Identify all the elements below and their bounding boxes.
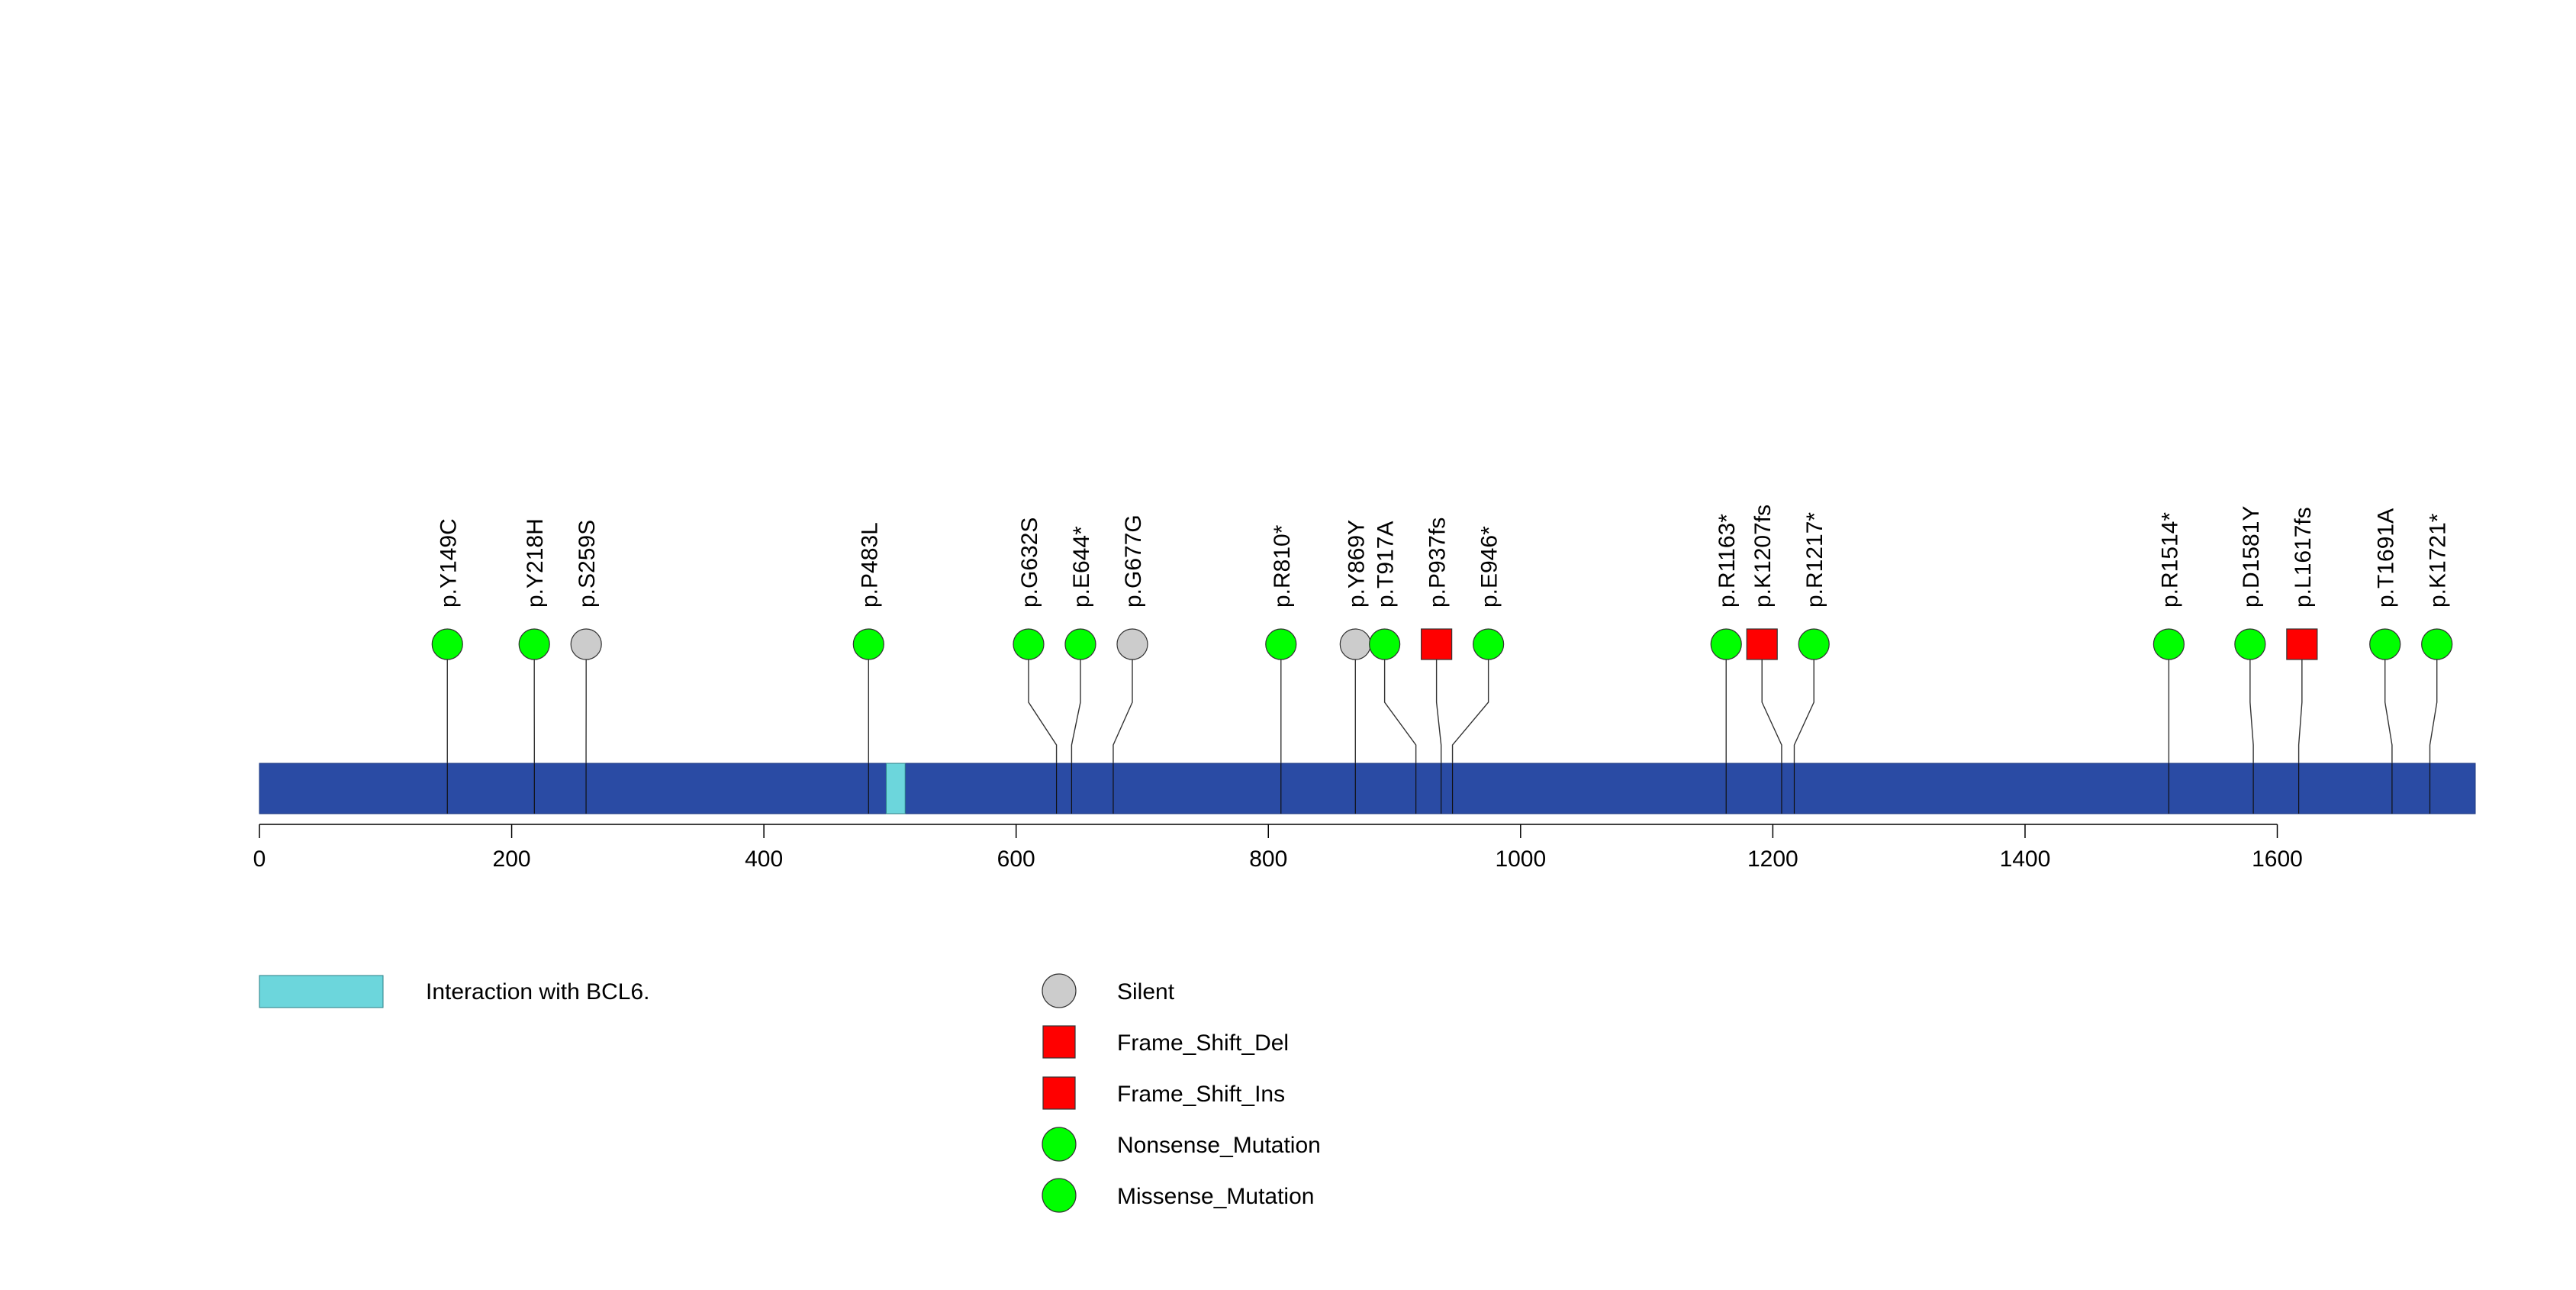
label-p-t1691a: p.T1691A	[2374, 508, 2399, 608]
marker-p-y218h[interactable]	[518, 628, 550, 660]
marker-p-s259s[interactable]	[570, 628, 602, 660]
x-tick-label-1000: 1000	[1495, 847, 1546, 872]
label-p-r810: p.R810*	[1270, 524, 1295, 608]
legend-frame-shift-ins-label: Frame_Shift_Ins	[1117, 1082, 1285, 1107]
label-p-r1217: p.R1217*	[1802, 512, 1827, 608]
label-p-g632s: p.G632S	[1017, 518, 1042, 608]
legend-silent-swatch	[1042, 973, 1077, 1008]
label-p-y149c: p.Y149C	[436, 518, 461, 608]
protein-backbone-group	[259, 763, 2476, 814]
label-p-r1514: p.R1514*	[2157, 512, 2182, 608]
legend-frame-shift-ins-swatch	[1042, 1076, 1076, 1110]
label-p-d1581y: p.D1581Y	[2239, 506, 2264, 608]
marker-p-r1217[interactable]	[1798, 628, 1830, 660]
marker-p-r810[interactable]	[1265, 628, 1297, 660]
marker-p-k1721[interactable]	[2421, 628, 2453, 660]
x-tick-label-1200: 1200	[1747, 847, 1798, 872]
marker-p-e946[interactable]	[1473, 628, 1505, 660]
legend-nonsense-mutation-label: Nonsense_Mutation	[1117, 1133, 1321, 1158]
legend-missense-mutation-label: Missense_Mutation	[1117, 1184, 1314, 1209]
x-tick-label-1400: 1400	[2000, 847, 2051, 872]
mutation-labels: p.Y149C p.Y218H p.S259S p.P483L p.G632S p.E64…	[436, 505, 2450, 608]
label-p-k1207fs: p.K1207fs	[1750, 505, 1776, 608]
label-p-r1163: p.R1163*	[1715, 514, 1740, 608]
x-tick-label-600: 600	[997, 847, 1035, 872]
label-p-e644: p.E644*	[1069, 526, 1094, 608]
marker-p-l1617fs[interactable]	[2286, 628, 2318, 660]
protein-backbone	[259, 763, 2476, 814]
domain-legend: Interaction with BCL6.	[259, 975, 649, 1008]
marker-p-t1691a[interactable]	[2369, 628, 2401, 660]
marker-p-y149c[interactable]	[431, 628, 463, 660]
marker-p-t917a[interactable]	[1369, 628, 1401, 660]
x-axis: 0 200 400 600 800 1000 1200 1400 1600	[253, 824, 2303, 872]
marker-p-g632s[interactable]	[1013, 628, 1045, 660]
domain-interaction-with-bcl6	[885, 763, 906, 814]
x-tick-label-0: 0	[253, 847, 266, 872]
marker-p-y869y[interactable]	[1339, 628, 1371, 660]
marker-p-p483l[interactable]	[852, 628, 884, 660]
marker-p-r1514[interactable]	[2153, 628, 2185, 660]
legend-silent-label: Silent	[1117, 979, 1175, 1005]
label-p-y869y: p.Y869Y	[1344, 520, 1369, 608]
label-p-t917a: p.T917A	[1373, 521, 1399, 608]
label-p-g677g: p.G677G	[1121, 514, 1146, 608]
label-p-e946: p.E946*	[1477, 526, 1502, 608]
x-tick-label-800: 800	[1249, 847, 1287, 872]
marker-p-k1207fs[interactable]	[1746, 628, 1778, 660]
label-p-k1721: p.K1721*	[2426, 513, 2451, 608]
x-tick-label-1600: 1600	[2252, 847, 2303, 872]
legend-domain-label: Interaction with BCL6.	[426, 979, 649, 1005]
mutation-markers	[431, 628, 2453, 660]
label-p-l1617fs: p.L1617fs	[2291, 507, 2316, 608]
x-tick-label-400: 400	[745, 847, 783, 872]
marker-p-r1163[interactable]	[1710, 628, 1742, 660]
mutation-type-legend: Silent Frame_Shift_Del Frame_Shift_Ins Nons…	[1042, 973, 1321, 1213]
marker-p-g677g[interactable]	[1116, 628, 1148, 660]
label-p-p483l: p.P483L	[857, 522, 882, 608]
legend-missense-mutation-swatch	[1042, 1178, 1077, 1213]
x-tick-label-200: 200	[493, 847, 531, 872]
marker-p-e644[interactable]	[1064, 628, 1096, 660]
label-p-p937fs: p.P937fs	[1425, 518, 1451, 608]
label-p-s259s: p.S259S	[575, 520, 600, 608]
legend-frame-shift-del-label: Frame_Shift_Del	[1117, 1030, 1289, 1056]
marker-p-d1581y[interactable]	[2234, 628, 2266, 660]
legend-domain-swatch	[259, 975, 384, 1008]
label-p-y218h: p.Y218H	[523, 518, 548, 608]
legend-frame-shift-del-swatch	[1042, 1025, 1076, 1059]
legend-nonsense-mutation-swatch	[1042, 1127, 1077, 1162]
marker-p-p937fs[interactable]	[1421, 628, 1453, 660]
